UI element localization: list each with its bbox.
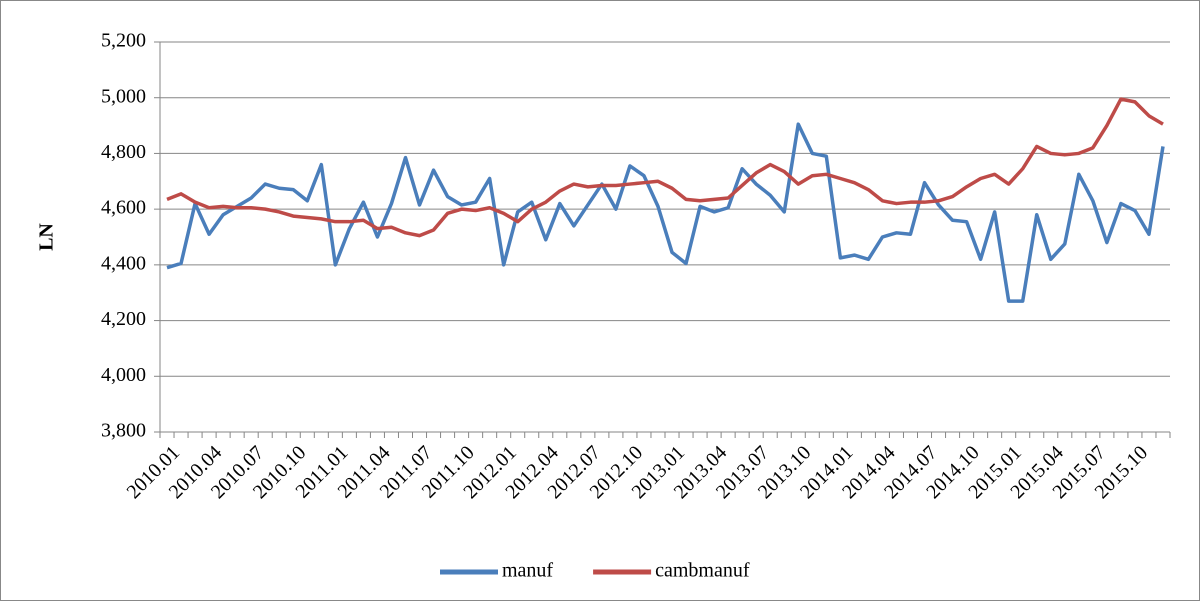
y-tick-label: 5,000 bbox=[101, 85, 146, 107]
y-tick-label: 4,800 bbox=[101, 141, 146, 163]
legend-label: cambmanuf bbox=[655, 560, 750, 582]
series-line bbox=[166, 122, 1165, 303]
series-line bbox=[166, 97, 1164, 238]
y-tick-label: 3,800 bbox=[101, 420, 146, 442]
y-tick-label: 4,600 bbox=[101, 197, 146, 219]
y-tick-label: 5,200 bbox=[101, 30, 146, 52]
y-tick-label: 4,400 bbox=[101, 252, 146, 274]
y-tick-label: 4,000 bbox=[101, 364, 146, 386]
y-tick-label: 4,200 bbox=[101, 308, 146, 330]
legend-label: manuf bbox=[502, 560, 553, 582]
y-axis-label: LN bbox=[36, 223, 58, 251]
